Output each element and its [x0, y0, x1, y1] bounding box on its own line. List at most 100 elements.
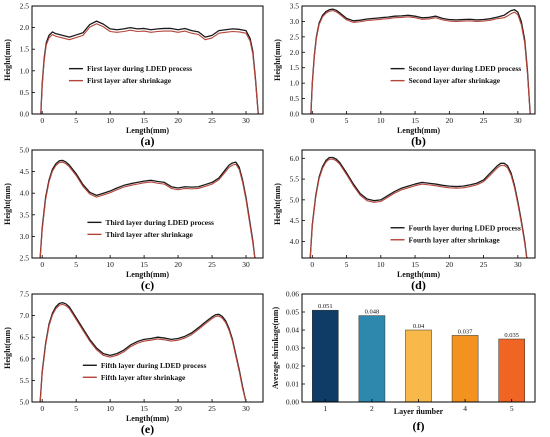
y-tick-label: 5.0: [290, 195, 300, 204]
x-tick-label: 5: [345, 116, 349, 125]
x-tick-label: 25: [208, 404, 216, 413]
y-axis-title: Height(mm): [273, 183, 282, 225]
y-axis-title: Height(mm): [3, 327, 12, 369]
x-axis-title: Length(mm): [126, 126, 169, 135]
y-tick-label: 1.5: [20, 45, 30, 54]
y-tick-label: 1.0: [290, 79, 300, 88]
y-tick-label: 0.02: [286, 362, 299, 371]
y-tick-label: 2.5: [20, 254, 30, 263]
y-axis-title: Height(mm): [3, 39, 12, 81]
plot-frame: [301, 5, 536, 115]
x-tick-label: 15: [411, 260, 419, 269]
y-tick-label: 4.0: [290, 237, 300, 246]
legend-entry: Fifth layer during LDED process: [101, 361, 207, 370]
bar-layer-2: [358, 315, 386, 403]
panel-label: (c): [141, 278, 154, 292]
x-axis-title: Length(mm): [397, 126, 440, 135]
y-tick-label: 0.0: [290, 110, 300, 119]
y-tick-label: 4.5: [290, 216, 300, 225]
y-tick-label: 0.5: [20, 88, 30, 97]
legend-entry: Fourth layer after shrinkage: [409, 235, 501, 244]
x-tick-label: 15: [140, 404, 148, 413]
x-tick-label: 20: [446, 116, 454, 125]
x-axis-title: Length(mm): [397, 270, 440, 279]
x-tick-label: 0: [310, 116, 314, 125]
x-tick-label: 0: [310, 260, 314, 269]
series-line-during: [310, 8, 531, 114]
y-tick-label: 6.5: [20, 333, 30, 342]
x-tick-label: 25: [208, 260, 216, 269]
x-axis-title: Layer number: [394, 407, 444, 416]
x-tick-label: 4: [463, 404, 467, 413]
panel-label: (a): [141, 134, 155, 148]
bar-value-label: 0.04: [413, 323, 425, 330]
panel-6: 0.00 0.01 0.02 0.03 0.04 0.05 0.06 0.051 1 0.048 2…: [271, 290, 536, 433]
bar-value-label: 0.037: [458, 328, 473, 335]
x-axis-title: Length(mm): [126, 270, 169, 279]
y-tick-label: 2.5: [20, 2, 30, 11]
panel-3: 0 5 10 15 20 25 30 2.5 3.0 3.5 4.0 4.5 5.0 Third laye…: [3, 146, 264, 292]
series-line-after: [309, 158, 528, 258]
y-tick-label: 5.0: [20, 398, 30, 407]
y-tick-label: 3.0: [20, 232, 30, 241]
panel-1: 0 5 10 15 20 25 30 0.0 0.5 1.0 1.5 2.0 2.5 First laye…: [3, 2, 264, 148]
plot-frame: [301, 293, 536, 403]
y-tick-label: 3.5: [290, 2, 300, 11]
x-tick-label: 15: [140, 260, 148, 269]
y-tick-label: 7.0: [20, 311, 30, 320]
y-tick-label: 0.00: [286, 398, 299, 407]
panel-2: 0 5 10 15 20 25 30 0.0 0.5 1.0 1.5 2.0 2.5 3.0 3.5 Seco…: [273, 2, 536, 148]
panel-5: 0 5 10 15 20 25 30 5.0 5.5 6.0 6.5 7.0 7.5 Fifth laye…: [3, 290, 264, 436]
x-tick-label: 10: [106, 404, 114, 413]
y-tick-label: 6.0: [20, 354, 30, 363]
x-tick-label: 2: [370, 404, 374, 413]
plot-frame: [31, 293, 264, 403]
bar-value-label: 0.051: [318, 303, 333, 310]
x-tick-label: 0: [40, 404, 44, 413]
series-line-after: [39, 161, 256, 258]
x-tick-label: 3: [417, 404, 421, 413]
y-tick-label: 5.0: [20, 146, 30, 155]
y-tick-label: 0.01: [286, 380, 299, 389]
legend-entry: Second layer after shrinkage: [409, 76, 501, 85]
x-tick-label: 10: [377, 116, 385, 125]
y-tick-label: 4.0: [20, 189, 30, 198]
x-tick-label: 15: [411, 116, 419, 125]
y-tick-label: 3.5: [20, 210, 30, 219]
y-tick-label: 2.0: [290, 48, 300, 57]
y-axis-title: Height(mm): [273, 39, 282, 81]
x-tick-label: 0: [40, 116, 44, 125]
series-line-during: [40, 20, 259, 114]
y-tick-label: 1.5: [290, 63, 300, 72]
y-tick-label: 5.5: [20, 376, 30, 385]
x-tick-label: 30: [242, 116, 250, 125]
y-tick-label: 0.05: [286, 308, 299, 317]
y-tick-label: 2.0: [20, 23, 30, 32]
x-tick-label: 20: [174, 260, 182, 269]
y-tick-label: 6.0: [290, 154, 300, 163]
series-line-after: [310, 10, 531, 114]
plot-frame: [31, 149, 264, 259]
bar-value-label: 0.048: [365, 309, 380, 316]
x-tick-label: 1: [323, 404, 327, 413]
panel-4: 0 5 10 15 20 25 30 4.0 4.5 5.0 5.5 6.0 Fourth layer …: [273, 149, 536, 292]
bar-layer-4: [451, 335, 479, 403]
legend-entry: Fifth layer after shrinkage: [101, 373, 186, 382]
x-tick-label: 30: [514, 260, 522, 269]
x-tick-label: 30: [242, 404, 250, 413]
y-tick-label: 0.03: [286, 344, 299, 353]
y-tick-label: 0.06: [286, 290, 299, 299]
x-tick-label: 25: [208, 116, 216, 125]
x-tick-label: 20: [174, 404, 182, 413]
x-tick-label: 0: [40, 260, 44, 269]
x-tick-label: 5: [74, 404, 78, 413]
x-tick-label: 10: [106, 116, 114, 125]
x-tick-label: 30: [242, 260, 250, 269]
series-line-during: [39, 301, 247, 402]
legend-entry: Second layer during LDED process: [409, 64, 522, 73]
y-tick-label: 0.04: [286, 326, 299, 335]
x-tick-label: 20: [174, 116, 182, 125]
series-line-after: [40, 23, 259, 114]
legend-entry: First layer during LDED process: [87, 64, 192, 73]
